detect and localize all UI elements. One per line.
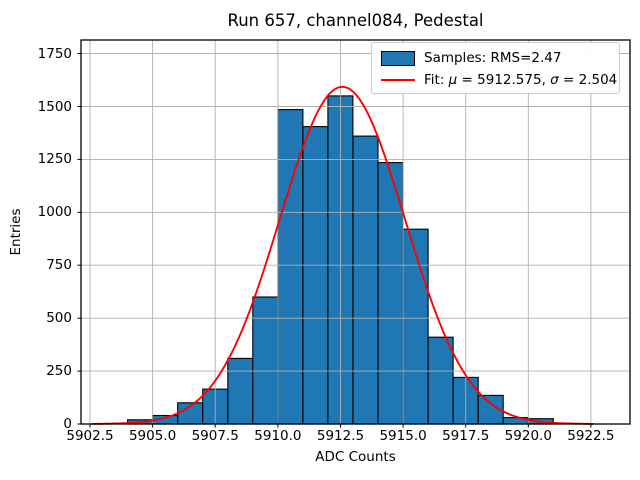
x-tick-label: 5905.0 xyxy=(128,428,177,444)
x-tick-label: 5912.5 xyxy=(316,428,365,444)
legend-swatch-histogram xyxy=(381,50,415,66)
y-tick-label: 1500 xyxy=(37,98,72,115)
legend-item-samples: Samples: RMS=2.47 xyxy=(381,47,619,69)
y-tick-label: 250 xyxy=(46,363,72,380)
histogram-bar xyxy=(352,135,379,425)
legend-label-samples: Samples: RMS=2.47 xyxy=(424,50,562,66)
y-tick-label: 0 xyxy=(63,416,72,432)
histogram-bar xyxy=(227,357,254,425)
legend-label-fit: Fit: μ = 5912.575, σ = 2.504 xyxy=(424,72,618,88)
legend-swatch-fit-line xyxy=(381,74,415,87)
x-tick-label: 5922.5 xyxy=(567,428,615,444)
x-tick-label: 5917.5 xyxy=(442,428,490,444)
sigma-symbol: σ xyxy=(550,72,559,88)
x-tick-label: 5920.0 xyxy=(504,428,552,444)
x-axis-label: ADC Counts xyxy=(315,449,396,465)
histogram-bar xyxy=(427,336,454,425)
legend-item-fit: Fit: μ = 5912.575, σ = 2.504 xyxy=(381,69,619,91)
x-tick-label: 5910.0 xyxy=(254,428,302,444)
axes-spines xyxy=(80,39,631,425)
chart-title: Run 657, channel084, Pedestal xyxy=(227,11,484,30)
x-tick-label: 5902.5 xyxy=(66,428,114,444)
mu-symbol: μ xyxy=(448,72,458,88)
y-tick-label: 1250 xyxy=(37,151,72,168)
histogram-bar xyxy=(302,126,329,425)
y-tick-label: 500 xyxy=(46,310,72,327)
histogram-bar xyxy=(252,296,279,425)
legend: Samples: RMS=2.47 Fit: μ = 5912.575, σ =… xyxy=(371,42,620,94)
x-tick-label: 5915.0 xyxy=(379,428,427,444)
x-tick-label: 5907.5 xyxy=(191,428,239,444)
y-tick-label: 1750 xyxy=(37,45,72,62)
y-tick-label: 750 xyxy=(46,257,72,274)
fit-curve xyxy=(90,85,594,425)
histogram-bar xyxy=(402,228,429,425)
y-tick-label: 1000 xyxy=(37,204,72,221)
